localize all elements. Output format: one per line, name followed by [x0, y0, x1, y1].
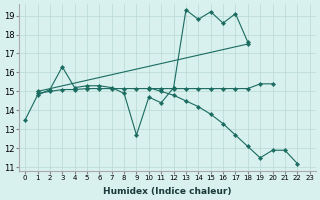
X-axis label: Humidex (Indice chaleur): Humidex (Indice chaleur)	[103, 187, 232, 196]
